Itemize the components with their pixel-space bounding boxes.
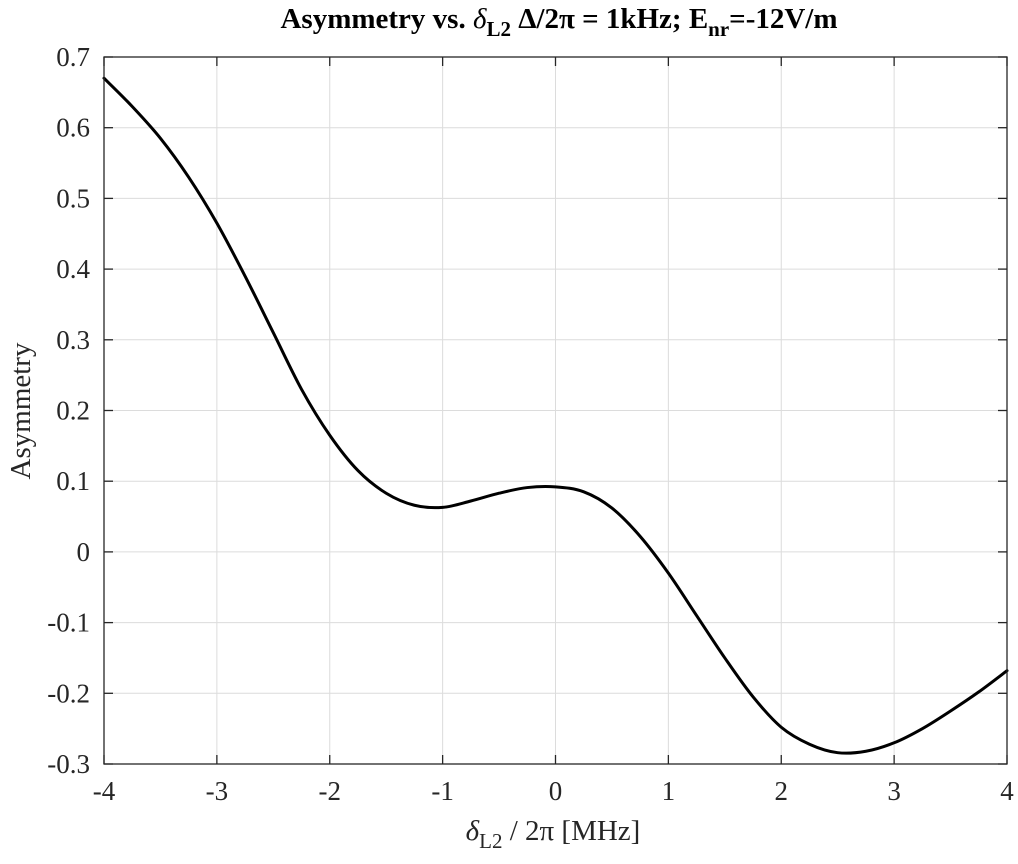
x-axis-label: δL2 / 2π [MHz] xyxy=(466,815,641,853)
y-tick-label: -0.3 xyxy=(47,749,90,779)
y-tick-label: 0.2 xyxy=(56,396,90,426)
title-delta-subscript: L2 xyxy=(486,17,511,41)
title-text-1: Asymmetry vs. xyxy=(280,3,472,35)
title-text-3: =-12V/m xyxy=(729,3,837,35)
asymmetry-series-line xyxy=(102,76,1009,755)
x-tick-label: 1 xyxy=(662,776,676,806)
y-tick-label: 0.1 xyxy=(56,466,90,496)
tick-marks xyxy=(103,56,1008,765)
x-tick-labels: -4 -3 -2 -1 0 1 2 3 4 xyxy=(93,776,1015,806)
y-tick-label: 0.4 xyxy=(56,254,90,284)
xlabel-delta-symbol: δ xyxy=(466,815,480,847)
y-axis-label: Asymmetry xyxy=(5,342,37,479)
x-tick-label: -1 xyxy=(431,776,454,806)
chart-title: Asymmetry vs. δL2 Δ/2π = 1kHz; Enr=-12V/… xyxy=(280,3,837,41)
x-tick-label: 3 xyxy=(887,776,901,806)
x-tick-label: -2 xyxy=(319,776,342,806)
title-delta-symbol: δ xyxy=(473,3,487,35)
y-tick-label: -0.2 xyxy=(47,678,90,708)
y-tick-labels: -0.3 -0.2 -0.1 0 0.1 0.2 0.3 0.4 0.5 0.6 0.7 xyxy=(47,42,90,779)
x-tick-label: -4 xyxy=(93,776,116,806)
title-text-2: Δ/2π = 1kHz; E xyxy=(511,3,708,35)
series-layer xyxy=(102,76,1009,755)
grid-lines xyxy=(103,56,1008,765)
x-tick-label: -3 xyxy=(206,776,229,806)
x-tick-label: 4 xyxy=(1000,776,1014,806)
x-tick-label: 2 xyxy=(775,776,789,806)
y-tick-label: 0 xyxy=(77,537,91,567)
title-e-subscript: nr xyxy=(708,17,729,41)
xlabel-rest: / 2π [MHz] xyxy=(502,815,640,847)
y-tick-label: 0.3 xyxy=(56,325,90,355)
y-tick-label: 0.7 xyxy=(56,42,90,72)
y-tick-label: -0.1 xyxy=(47,608,90,638)
x-tick-label: 0 xyxy=(549,776,563,806)
xlabel-delta-subscript: L2 xyxy=(479,829,502,853)
y-tick-label: 0.6 xyxy=(56,113,90,143)
y-tick-label: 0.5 xyxy=(56,183,90,213)
